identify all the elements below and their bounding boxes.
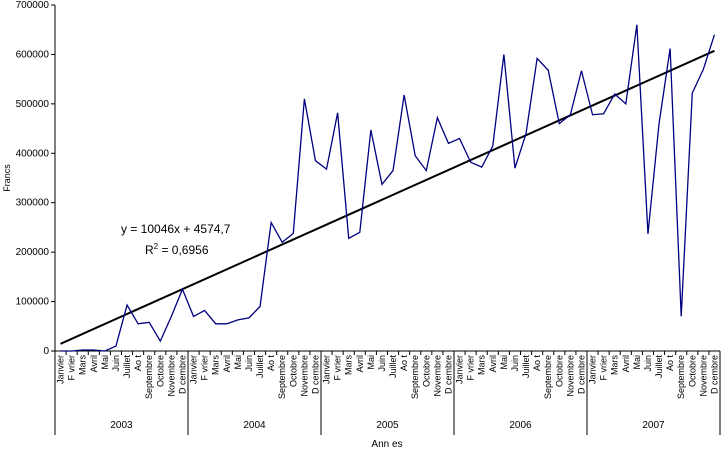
x-tick-label: Mai: [499, 355, 509, 370]
x-tick-label: Avril: [355, 355, 365, 372]
x-tick-label: Octobre: [421, 355, 431, 387]
x-tick-label: Juillet: [122, 355, 132, 379]
x-tick-label: Juin: [377, 355, 387, 372]
x-tick-label: Octobre: [155, 355, 165, 387]
x-tick-label: Janvier: [56, 355, 66, 384]
y-axis-label: Francs: [2, 164, 12, 192]
x-tick-label: Ao t: [665, 355, 675, 372]
x-tick-label: Septembre: [144, 355, 154, 399]
x-tick-label: F vrier: [333, 355, 343, 381]
x-tick-label: Novembre: [432, 355, 442, 397]
x-tick-label: Novembre: [166, 355, 176, 397]
x-tick-label: D cembre: [709, 355, 719, 394]
x-tick-label: Mai: [100, 355, 110, 370]
year-label: 2003: [110, 420, 133, 431]
x-tick-label: Mars: [344, 355, 354, 375]
x-tick-label: Mars: [610, 355, 620, 375]
trend-equation: y = 10046x + 4574,7: [121, 222, 231, 236]
y-tick-label: 100000: [16, 297, 50, 308]
r-base: R: [145, 243, 154, 257]
r-sup: 2: [154, 242, 159, 251]
x-tick-label: Avril: [222, 355, 232, 372]
data-line: [60, 24, 716, 352]
x-tick-label: D cembre: [310, 355, 320, 394]
x-tick-label: Novembre: [299, 355, 309, 397]
y-tick-label: 200000: [16, 247, 50, 258]
x-tick-label: Septembre: [410, 355, 420, 399]
r-squared: R2 = 0,6956: [145, 242, 209, 257]
trend-line: [60, 49, 715, 345]
x-tick-label: D cembre: [443, 355, 453, 394]
x-tick-label: D cembre: [177, 355, 187, 394]
x-tick-label: Octobre: [288, 355, 298, 387]
x-tick-label: Mars: [78, 355, 88, 375]
x-tick-label: Juin: [643, 355, 653, 372]
year-label: 2004: [243, 420, 266, 431]
x-tick-label: Juin: [510, 355, 520, 372]
x-tick-label: Juin: [244, 355, 254, 372]
y-tick-label: 600000: [16, 49, 50, 60]
x-tick-label: Ao t: [133, 355, 143, 372]
x-tick-label: Septembre: [277, 355, 287, 399]
x-tick-label: Avril: [488, 355, 498, 372]
x-tick-label: Juin: [111, 355, 121, 372]
x-tick-label: Juillet: [521, 355, 531, 379]
x-tick-label: Septembre: [543, 355, 553, 399]
x-tick-label: F vrier: [599, 355, 609, 381]
x-tick-label: Ao t: [532, 355, 542, 372]
year-label: 2006: [509, 420, 532, 431]
x-tick-label: F vrier: [466, 355, 476, 381]
x-tick-label: Janvier: [322, 355, 332, 384]
x-tick-label: Janvier: [189, 355, 199, 384]
x-tick-label: Mai: [632, 355, 642, 370]
x-tick-label: Janvier: [588, 355, 598, 384]
x-tick-label: Janvier: [455, 355, 465, 384]
x-tick-label: Mai: [366, 355, 376, 370]
y-tick-label: 300000: [16, 198, 50, 209]
y-tick-label: 0: [43, 346, 49, 357]
x-tick-label: Mars: [211, 355, 221, 375]
x-tick-label: Octobre: [554, 355, 564, 387]
x-tick-label: Mai: [233, 355, 243, 370]
x-tick-label: Juillet: [388, 355, 398, 379]
r-rest: = 0,6956: [158, 243, 209, 257]
x-tick-label: Avril: [621, 355, 631, 372]
x-tick-label: Juillet: [255, 355, 265, 379]
x-tick-label: Mars: [477, 355, 487, 375]
x-tick-label: D cembre: [576, 355, 586, 394]
x-tick-label: F vrier: [67, 355, 77, 381]
y-tick-label: 400000: [16, 148, 50, 159]
year-label: 2005: [376, 420, 399, 431]
x-tick-label: Juillet: [654, 355, 664, 379]
x-tick-label: Novembre: [565, 355, 575, 397]
x-tick-label: Septembre: [676, 355, 686, 399]
x-tick-label: Avril: [89, 355, 99, 372]
x-tick-label: Ao t: [399, 355, 409, 372]
x-tick-label: F vrier: [200, 355, 210, 381]
y-tick-label: 500000: [16, 99, 50, 110]
y-tick-label: 700000: [16, 0, 50, 11]
x-tick-label: Ao t: [266, 355, 276, 372]
year-label: 2007: [642, 420, 665, 431]
x-axis-label: Ann es: [371, 439, 402, 450]
x-tick-label: Novembre: [698, 355, 708, 397]
x-tick-label: Octobre: [687, 355, 697, 387]
